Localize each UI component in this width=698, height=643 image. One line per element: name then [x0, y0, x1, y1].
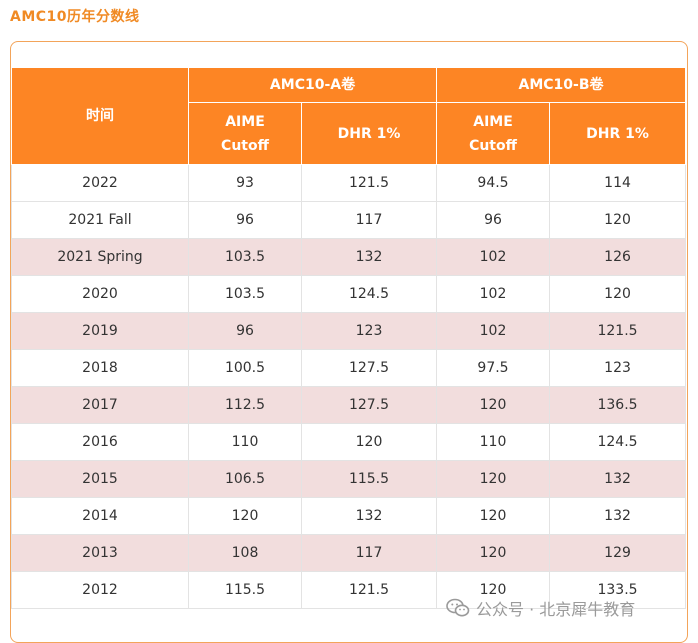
b-dhr-cell: 132	[549, 460, 687, 498]
b-dhr-cell: 124.5	[549, 423, 687, 461]
wechat-icon	[446, 598, 470, 617]
watermark: 公众号 · 北京犀牛教育	[446, 594, 635, 622]
table-row: 2013 108 117 120 129	[11, 534, 687, 572]
year-cell: 2019	[11, 312, 189, 350]
b-aime-cell: 120	[436, 386, 551, 424]
a-dhr-cell: 120	[300, 423, 438, 461]
b-aime-cell: 120	[436, 534, 551, 572]
b-dhr-cell: 121.5	[549, 312, 687, 350]
b-dhr-cell: 129	[549, 534, 687, 572]
time-header: 时间	[11, 67, 189, 165]
a-aime-cell: 103.5	[188, 275, 302, 313]
table-row: 2018 100.5 127.5 97.5 123	[11, 349, 687, 387]
b-aime-cell: 94.5	[436, 164, 551, 202]
group-a-header: AMC10-A卷	[187, 67, 438, 103]
b-dhr-cell: 132	[549, 497, 687, 535]
b-dhr-cell: 114	[549, 164, 687, 202]
year-cell: 2012	[11, 571, 189, 609]
year-cell: 2013	[11, 534, 189, 572]
a-aime-cell: 106.5	[188, 460, 302, 498]
year-cell: 2014	[11, 497, 189, 535]
a-dhr-header: DHR 1%	[300, 102, 438, 165]
year-cell: 2015	[11, 460, 189, 498]
page-title: AMC10历年分数线	[10, 9, 140, 25]
b-aime-cell: 102	[436, 238, 551, 276]
table-row: 2015 106.5 115.5 120 132	[11, 460, 687, 498]
a-aime-cell: 112.5	[188, 386, 302, 424]
a-dhr-cell: 117	[300, 201, 438, 239]
score-table: 时间 AMC10-A卷 AMC10-B卷 AIME Cutoff DHR 1% A…	[11, 67, 687, 609]
watermark-text: 公众号 · 北京犀牛教育	[476, 600, 636, 619]
table-row: 2012 115.5 121.5 120 133.5	[11, 571, 687, 609]
a-dhr-cell: 132	[300, 497, 438, 535]
a-aime-cutoff-header: AIME Cutoff	[188, 102, 302, 165]
b-aime-cell: 96	[436, 201, 551, 239]
a-aime-cell: 96	[188, 312, 302, 350]
year-cell: 2020	[11, 275, 189, 313]
b-dhr-cell: 123	[549, 349, 687, 387]
b-dhr-cell: 120	[549, 275, 687, 313]
table-row: 2017 112.5 127.5 120 136.5	[11, 386, 687, 424]
b-dhr-cell: 136.5	[549, 386, 687, 424]
year-cell: 2022	[11, 164, 189, 202]
a-aime-cell: 93	[188, 164, 302, 202]
b-aime-cell: 102	[436, 275, 551, 313]
year-cell: 2016	[11, 423, 189, 461]
a-dhr-cell: 132	[300, 238, 438, 276]
year-cell: 2021 Spring	[11, 238, 189, 276]
b-aime-cell: 97.5	[436, 349, 551, 387]
table-row: 2016 110 120 110 124.5	[11, 423, 687, 461]
year-cell: 2021 Fall	[11, 201, 189, 239]
table-body: 2022 93 121.5 94.5 114 2021 Fall 96 117 96 120 202…	[11, 164, 687, 609]
a-dhr-cell: 123	[300, 312, 438, 350]
a-aime-cell: 110	[188, 423, 302, 461]
b-aime-cutoff-header: AIME Cutoff	[436, 102, 551, 165]
b-aime-cell: 120	[436, 571, 551, 609]
a-dhr-cell: 121.5	[300, 164, 438, 202]
a-aime-cell: 120	[188, 497, 302, 535]
a-aime-cell: 96	[188, 201, 302, 239]
b-aime-cell: 120	[436, 460, 551, 498]
a-dhr-cell: 117	[300, 534, 438, 572]
b-dhr-cell: 120	[549, 201, 687, 239]
table-row: 2019 96 123 102 121.5	[11, 312, 687, 350]
a-aime-cell: 103.5	[188, 238, 302, 276]
a-aime-cell: 115.5	[188, 571, 302, 609]
a-dhr-cell: 115.5	[300, 460, 438, 498]
a-aime-cell: 108	[188, 534, 302, 572]
b-dhr-cell: 126	[549, 238, 687, 276]
b-aime-cell: 110	[436, 423, 551, 461]
b-aime-cell: 120	[436, 497, 551, 535]
table-row: 2022 93 121.5 94.5 114	[11, 164, 687, 202]
table-row: 2021 Fall 96 117 96 120	[11, 201, 687, 239]
b-dhr-cell: 133.5	[549, 571, 687, 609]
table-row: 2020 103.5 124.5 102 120	[11, 275, 687, 313]
table-row: 2021 Spring 103.5 132 102 126	[11, 238, 687, 276]
a-dhr-cell: 127.5	[300, 349, 438, 387]
a-dhr-cell: 127.5	[300, 386, 438, 424]
a-dhr-cell: 121.5	[300, 571, 438, 609]
year-cell: 2018	[11, 349, 189, 387]
a-aime-cell: 100.5	[188, 349, 302, 387]
group-b-header: AMC10-B卷	[436, 67, 687, 103]
b-dhr-header: DHR 1%	[549, 102, 687, 165]
b-aime-cell: 102	[436, 312, 551, 350]
year-cell: 2017	[11, 386, 189, 424]
table-row: 2014 120 132 120 132	[11, 497, 687, 535]
a-dhr-cell: 124.5	[300, 275, 438, 313]
